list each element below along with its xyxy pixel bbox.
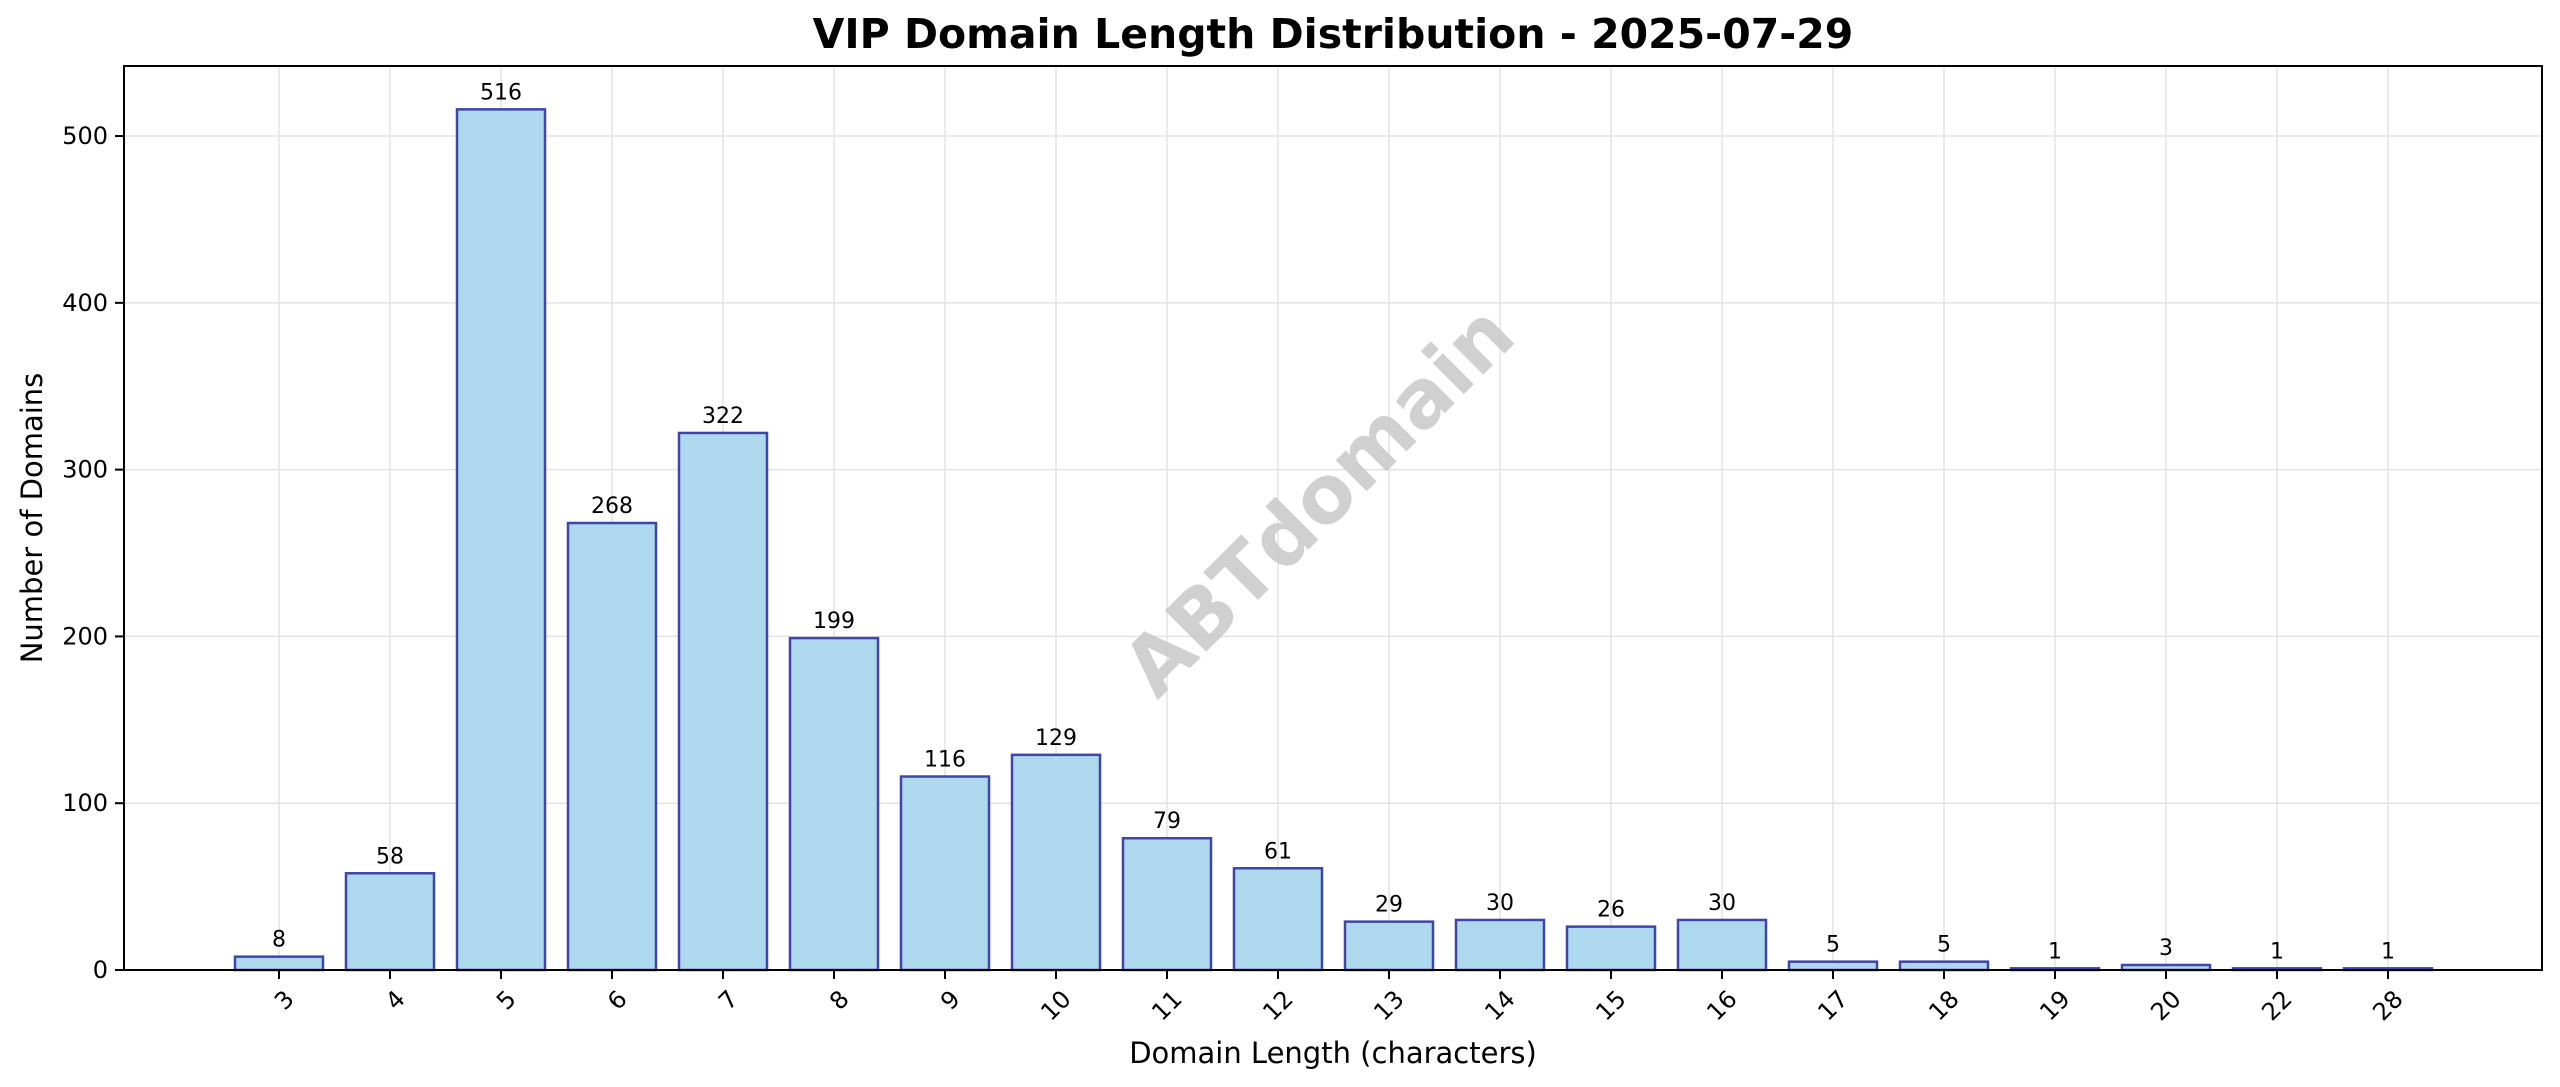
bars (233, 108, 2434, 972)
bar (344, 872, 436, 972)
data-label: 1 (2381, 939, 2395, 964)
bar (677, 431, 769, 972)
data-label: 322 (702, 404, 744, 429)
x-tick-label: 16 (1701, 985, 1742, 1026)
bar (1787, 960, 1879, 972)
x-tick-label: 10 (1035, 985, 1076, 1026)
x-tick-label: 12 (1257, 985, 1298, 1026)
data-label: 199 (813, 609, 855, 634)
data-label: 26 (1597, 898, 1625, 923)
data-label: 1 (2048, 939, 2062, 964)
x-tick-label: 5 (491, 985, 522, 1016)
watermark: ABTdomain (1105, 287, 1532, 714)
bar (1010, 753, 1102, 972)
y-tick-label: 500 (62, 122, 108, 150)
bar (1565, 925, 1657, 972)
y-axis-ticks: 0 100 200 300 400 500 (62, 122, 124, 984)
x-tick-label: 6 (602, 985, 633, 1016)
y-tick-label: 400 (62, 289, 108, 317)
y-tick-label: 100 (62, 789, 108, 817)
x-tick-label: 13 (1368, 985, 1409, 1026)
data-label: 29 (1375, 893, 1403, 918)
data-label: 58 (376, 844, 404, 869)
data-label: 8 (272, 928, 286, 953)
data-label: 268 (591, 494, 633, 519)
bar (1454, 918, 1546, 972)
x-tick-label: 9 (935, 985, 966, 1016)
x-tick-label: 20 (2145, 985, 2186, 1026)
bar (566, 521, 658, 972)
x-tick-label: 11 (1146, 985, 1187, 1026)
x-tick-label: 3 (269, 985, 300, 1016)
x-tick-label: 15 (1590, 985, 1631, 1026)
data-label: 79 (1153, 809, 1181, 834)
data-labels: 8 58 516 268 322 199 116 129 79 61 29 30 26 30 5 5 1 3 1 1 (272, 80, 2395, 964)
data-label: 516 (480, 80, 522, 105)
bar (1121, 836, 1213, 972)
y-tick-label: 0 (93, 956, 108, 984)
data-label: 1 (2270, 939, 2284, 964)
y-axis-label: Number of Domains (15, 373, 49, 664)
x-tick-label: 22 (2256, 985, 2297, 1026)
bar (1898, 960, 1990, 972)
data-label: 61 (1264, 839, 1292, 864)
x-axis-label: Domain Length (characters) (1129, 1036, 1537, 1070)
x-tick-label: 19 (2034, 985, 2075, 1026)
y-tick-label: 200 (62, 622, 108, 650)
x-tick-label: 28 (2367, 985, 2408, 1026)
plot-frame (123, 65, 2543, 971)
x-tick-label: 18 (1923, 985, 1964, 1026)
data-label: 30 (1708, 891, 1736, 916)
bar (455, 108, 547, 972)
data-label: 5 (1826, 933, 1840, 958)
bar (1232, 867, 1324, 972)
data-label: 5 (1937, 933, 1951, 958)
bar (1676, 918, 1768, 972)
x-tick-label: 14 (1479, 985, 1520, 1026)
x-tick-label: 8 (824, 985, 855, 1016)
x-tick-label: 4 (380, 985, 411, 1016)
y-tick-label: 300 (62, 456, 108, 484)
x-axis-ticks: 3 4 5 6 7 8 9 10 11 12 13 14 15 16 17 18 19 20 22 28 (269, 970, 2409, 1026)
bar (899, 775, 991, 972)
data-label: 30 (1486, 891, 1514, 916)
x-tick-label: 17 (1812, 985, 1853, 1026)
chart-title: VIP Domain Length Distribution - 2025-07… (813, 10, 1854, 58)
x-tick-label: 7 (713, 985, 744, 1016)
bar (788, 636, 880, 972)
bar (1343, 920, 1435, 972)
data-label: 3 (2159, 936, 2173, 961)
bar (233, 955, 325, 972)
data-label: 129 (1035, 726, 1077, 751)
data-label: 116 (924, 748, 966, 773)
